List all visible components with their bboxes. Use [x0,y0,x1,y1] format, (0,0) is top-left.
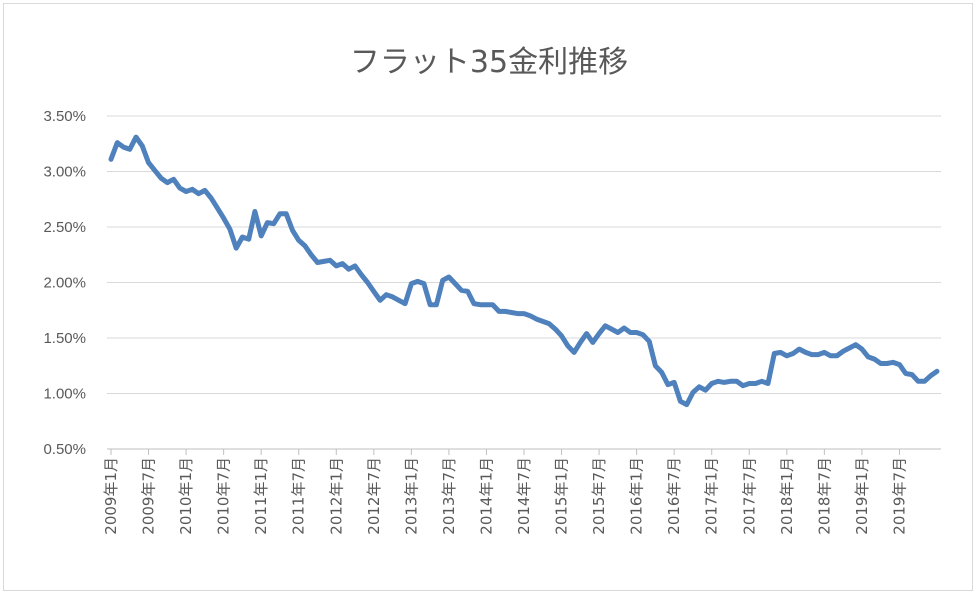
gridlines [107,115,941,450]
y-tick-label: 2.50% [43,219,86,236]
x-tick-label: 2014年1月 [477,457,495,535]
x-tick-label: 2016年7月 [665,457,683,535]
x-tick-label: 2013年7月 [440,457,458,535]
x-tick-label: 2019年7月 [890,457,908,535]
x-tick-label: 2015年7月 [590,457,608,535]
y-tick-label: 3.00% [43,164,86,181]
x-tick-label: 2013年1月 [402,457,420,535]
y-tick-label: 1.50% [43,330,86,347]
x-tick-label: 2011年7月 [290,457,308,535]
x-tick-label: 2019年1月 [853,457,871,535]
x-axis-ticks: 2009年1月 2009年7月 2010年1月 2010年7月 2011年1月 2011年… [102,449,908,535]
y-tick-label: 3.50% [43,108,86,125]
x-tick-label: 2010年1月 [177,457,195,535]
series-layer [108,134,940,408]
x-tick-label: 2016年1月 [628,457,646,535]
series-line [108,134,940,408]
x-tick-label: 2015年1月 [553,457,571,535]
x-tick-label: 2009年1月 [102,457,120,535]
x-tick-label: 2012年7月 [365,457,383,535]
y-tick-label: 1.00% [43,386,86,403]
x-tick-label: 2017年7月 [740,457,758,535]
x-tick-label: 2011年1月 [252,457,270,535]
x-tick-label: 2010年7月 [215,457,233,535]
x-tick-label: 2009年7月 [140,457,158,535]
chart-title: フラット35金利推移 [350,45,628,80]
chart-area [3,3,973,591]
y-axis-ticks: 0.50% 1.00% 1.50% 2.00% 2.50% 3.00% 3.50% [43,108,86,458]
y-tick-label: 2.00% [43,275,86,292]
x-tick-label: 2012年1月 [327,457,345,535]
x-tick-label: 2018年1月 [778,457,796,535]
y-tick-label: 0.50% [43,441,86,458]
x-tick-label: 2018年7月 [815,457,833,535]
x-tick-label: 2017年1月 [703,457,721,535]
x-tick-label: 2014年7月 [515,457,533,535]
